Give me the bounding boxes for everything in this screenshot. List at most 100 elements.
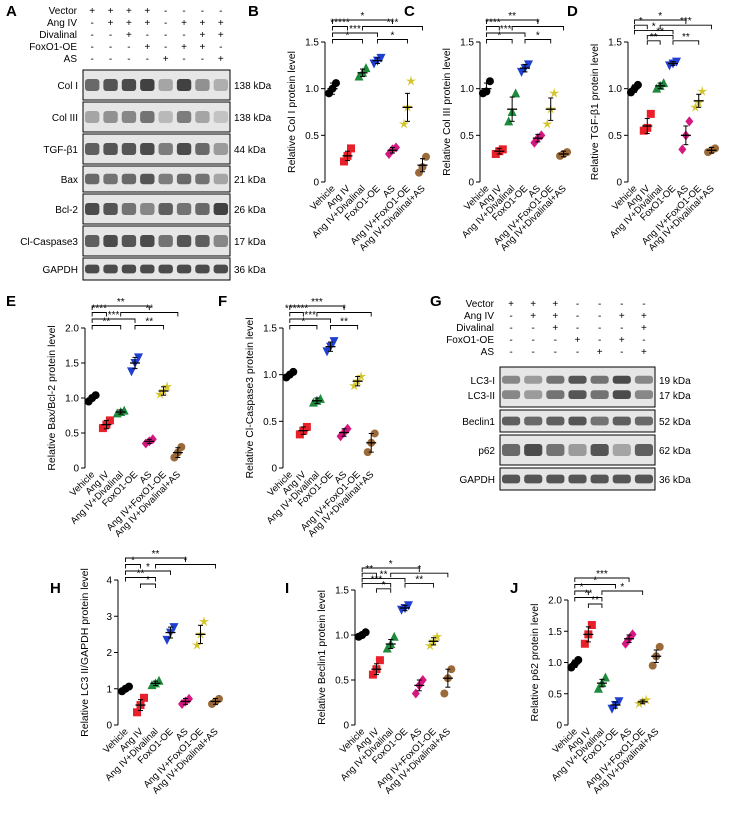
sig-bracket — [91, 325, 122, 330]
condition-label: Vector — [466, 299, 495, 310]
sig-bracket — [362, 26, 423, 31]
blot-band — [546, 375, 565, 384]
condition-sign: - — [219, 42, 222, 53]
sig-label: ** — [137, 569, 145, 580]
blot-band-panel — [82, 133, 231, 165]
sig-bracket — [404, 583, 435, 588]
data-point — [485, 77, 494, 86]
sig-label: * — [382, 580, 386, 591]
sig-label: ** — [650, 32, 658, 43]
data-point — [105, 416, 114, 425]
data-point — [127, 367, 136, 377]
blot-band — [590, 390, 609, 399]
sig-bracket — [659, 24, 713, 30]
blot-band — [568, 375, 587, 384]
sig-label: ** — [117, 297, 125, 308]
sig-label: ** — [380, 569, 388, 580]
y-axis-label: Relative Beclin1 protein level — [316, 590, 328, 725]
blot-band — [612, 375, 631, 384]
blot-band — [634, 444, 653, 456]
data-point — [405, 75, 417, 86]
blot-band — [121, 173, 137, 185]
blot-band — [524, 444, 543, 456]
chart-e: 0 0.5 1.0 1.5 2.0 Relative Bax/Bcl-2 protein … — [46, 297, 186, 539]
blot-band — [158, 143, 173, 155]
blot-band-panel — [82, 225, 231, 257]
condition-sign: - — [576, 347, 579, 358]
y-tick-label: 4 — [106, 576, 112, 587]
data-point — [347, 144, 355, 153]
blot-band — [85, 173, 100, 185]
blot-band-panel — [82, 257, 231, 281]
blot-band — [121, 111, 137, 123]
chart-h: 0 1 2 3 4 Relative LC3 II/GAPDH protein level… — [79, 549, 223, 796]
sig-label: * — [536, 31, 540, 42]
blot-band — [213, 264, 228, 274]
data-point — [524, 60, 533, 70]
y-tick-label: 0 — [271, 464, 277, 475]
condition-sign: + — [144, 42, 150, 53]
blot-band — [140, 203, 155, 215]
panel-a-blot: Vector + + + + - - - -Ang IV - + + + - + + +Divalinal - - +… — [20, 6, 272, 281]
sig-bracket — [574, 584, 616, 589]
condition-sign: - — [620, 299, 623, 310]
chart-i: 0 0.5 1.0 1.5 Relative Beclin1 protein level… — [316, 559, 456, 796]
condition-sign: - — [164, 6, 167, 17]
y-tick-label: 0 — [468, 178, 474, 189]
sig-bracket — [574, 597, 603, 602]
condition-sign: - — [509, 347, 512, 358]
blot-band — [140, 79, 155, 91]
data-point — [302, 422, 311, 431]
condition-sign: - — [598, 299, 601, 310]
condition-sign: + — [218, 30, 224, 41]
y-axis-label: Relative LC3 II/GAPDH protein level — [79, 568, 91, 737]
condition-sign: - — [91, 42, 94, 53]
blot-band-panel — [499, 467, 656, 491]
protein-label: p62 — [478, 446, 495, 457]
y-tick-label: 2.0 — [548, 596, 562, 607]
blot-band — [103, 264, 118, 274]
data-point — [580, 639, 589, 648]
sig-bracket — [485, 26, 500, 31]
blot-band — [140, 235, 155, 247]
condition-label: Divalinal — [39, 30, 77, 41]
blot-band — [176, 264, 192, 274]
y-tick-label: 0.5 — [608, 131, 622, 142]
sig-label: *** — [304, 310, 316, 321]
condition-sign: + — [218, 54, 224, 65]
sig-bracket — [375, 588, 392, 593]
blot-band-panel — [499, 366, 656, 408]
sig-label: *** — [387, 18, 399, 29]
data-point — [363, 448, 372, 457]
condition-sign: + — [641, 323, 647, 334]
panel-letter-d: D — [567, 3, 578, 20]
condition-label: AS — [481, 347, 495, 358]
protein-label: Beclin1 — [462, 417, 495, 428]
data-point — [375, 656, 384, 665]
sig-bracket — [601, 590, 644, 595]
protein-label: GAPDH — [42, 265, 78, 276]
sig-bracket — [289, 305, 345, 310]
sig-label: * — [146, 562, 150, 573]
data-point — [161, 381, 173, 392]
sig-label: * — [652, 21, 656, 32]
blot-band — [195, 173, 210, 185]
sig-bracket — [646, 40, 661, 45]
data-point — [154, 675, 164, 685]
blot-band — [213, 79, 228, 91]
protein-label: GAPDH — [459, 475, 495, 486]
data-point — [169, 623, 179, 633]
condition-sign: - — [182, 30, 185, 41]
panel-letter-g: G — [430, 293, 442, 310]
blot-band — [140, 173, 155, 185]
blot-band — [213, 203, 228, 215]
data-point — [549, 87, 560, 98]
condition-sign: + — [530, 299, 536, 310]
blot-band — [103, 111, 118, 123]
data-point — [574, 656, 583, 664]
blot-band-panel — [499, 434, 656, 466]
chart-c: 0 0.5 1.0 1.5 Relative Col III protein level… — [441, 11, 572, 253]
condition-sign: + — [126, 18, 132, 29]
data-point — [648, 661, 657, 670]
